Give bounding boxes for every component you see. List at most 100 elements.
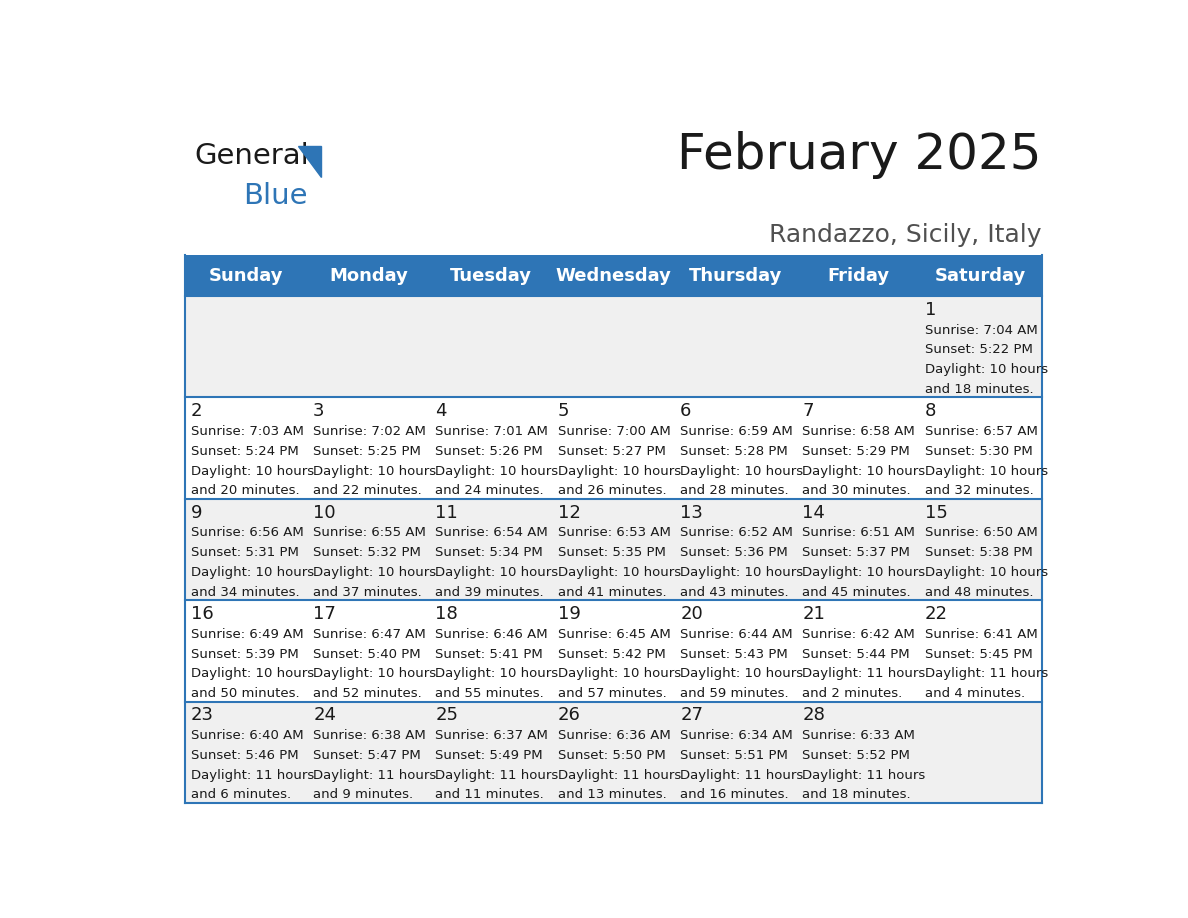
- Text: Daylight: 11 hours: Daylight: 11 hours: [314, 768, 436, 781]
- Text: Daylight: 10 hours: Daylight: 10 hours: [436, 465, 558, 477]
- Text: and 48 minutes.: and 48 minutes.: [924, 586, 1034, 599]
- Text: 19: 19: [558, 605, 581, 623]
- Text: Daylight: 10 hours: Daylight: 10 hours: [191, 565, 314, 579]
- Bar: [185, 255, 1042, 297]
- Text: Daylight: 11 hours: Daylight: 11 hours: [802, 667, 925, 680]
- Text: Sunrise: 7:02 AM: Sunrise: 7:02 AM: [314, 425, 426, 438]
- Text: Randazzo, Sicily, Italy: Randazzo, Sicily, Italy: [769, 223, 1042, 247]
- Text: Sunset: 5:42 PM: Sunset: 5:42 PM: [558, 647, 665, 661]
- Text: 15: 15: [924, 504, 948, 521]
- Text: Sunset: 5:30 PM: Sunset: 5:30 PM: [924, 445, 1032, 458]
- Text: Sunrise: 6:37 AM: Sunrise: 6:37 AM: [436, 729, 549, 742]
- Text: 13: 13: [681, 504, 703, 521]
- Bar: [185, 498, 1042, 600]
- Text: and 45 minutes.: and 45 minutes.: [802, 586, 911, 599]
- Text: and 18 minutes.: and 18 minutes.: [802, 789, 911, 801]
- Text: and 41 minutes.: and 41 minutes.: [558, 586, 666, 599]
- Text: Sunrise: 6:53 AM: Sunrise: 6:53 AM: [558, 526, 671, 540]
- Text: and 13 minutes.: and 13 minutes.: [558, 789, 666, 801]
- Bar: [185, 600, 1042, 701]
- Text: Sunrise: 6:45 AM: Sunrise: 6:45 AM: [558, 628, 670, 641]
- Text: Sunset: 5:46 PM: Sunset: 5:46 PM: [191, 749, 298, 762]
- Text: Daylight: 10 hours: Daylight: 10 hours: [558, 465, 681, 477]
- Text: Daylight: 10 hours: Daylight: 10 hours: [681, 565, 803, 579]
- Text: 11: 11: [436, 504, 459, 521]
- Text: Sunrise: 7:00 AM: Sunrise: 7:00 AM: [558, 425, 670, 438]
- Text: Sunset: 5:52 PM: Sunset: 5:52 PM: [802, 749, 910, 762]
- Text: and 2 minutes.: and 2 minutes.: [802, 687, 903, 700]
- Text: Sunset: 5:29 PM: Sunset: 5:29 PM: [802, 445, 910, 458]
- Text: Sunset: 5:22 PM: Sunset: 5:22 PM: [924, 343, 1032, 356]
- Text: Sunset: 5:47 PM: Sunset: 5:47 PM: [314, 749, 421, 762]
- Text: Sunrise: 6:58 AM: Sunrise: 6:58 AM: [802, 425, 915, 438]
- Text: Sunset: 5:43 PM: Sunset: 5:43 PM: [681, 647, 788, 661]
- Text: General: General: [195, 142, 309, 170]
- Text: Sunrise: 7:01 AM: Sunrise: 7:01 AM: [436, 425, 549, 438]
- Text: Sunrise: 6:54 AM: Sunrise: 6:54 AM: [436, 526, 548, 540]
- Text: and 26 minutes.: and 26 minutes.: [558, 485, 666, 498]
- Text: 14: 14: [802, 504, 826, 521]
- Text: Saturday: Saturday: [935, 266, 1026, 285]
- Polygon shape: [298, 145, 321, 177]
- Text: and 4 minutes.: and 4 minutes.: [924, 687, 1025, 700]
- Text: Daylight: 11 hours: Daylight: 11 hours: [924, 667, 1048, 680]
- Text: and 50 minutes.: and 50 minutes.: [191, 687, 299, 700]
- Text: Monday: Monday: [329, 266, 409, 285]
- Text: Daylight: 10 hours: Daylight: 10 hours: [802, 565, 925, 579]
- Text: 4: 4: [436, 402, 447, 420]
- Text: and 28 minutes.: and 28 minutes.: [681, 485, 789, 498]
- Text: Sunset: 5:44 PM: Sunset: 5:44 PM: [802, 647, 910, 661]
- Text: 1: 1: [924, 301, 936, 319]
- Text: Sunrise: 6:50 AM: Sunrise: 6:50 AM: [924, 526, 1037, 540]
- Text: Wednesday: Wednesday: [556, 266, 671, 285]
- Text: 27: 27: [681, 707, 703, 724]
- Text: and 24 minutes.: and 24 minutes.: [436, 485, 544, 498]
- Text: 16: 16: [191, 605, 214, 623]
- Text: Sunset: 5:26 PM: Sunset: 5:26 PM: [436, 445, 543, 458]
- Text: Sunset: 5:49 PM: Sunset: 5:49 PM: [436, 749, 543, 762]
- Text: Daylight: 10 hours: Daylight: 10 hours: [191, 667, 314, 680]
- Text: 21: 21: [802, 605, 826, 623]
- Text: Blue: Blue: [244, 183, 308, 210]
- Text: Sunset: 5:51 PM: Sunset: 5:51 PM: [681, 749, 788, 762]
- Text: 3: 3: [314, 402, 324, 420]
- Text: Daylight: 11 hours: Daylight: 11 hours: [191, 768, 314, 781]
- Text: Sunday: Sunday: [209, 266, 284, 285]
- Text: Sunrise: 6:55 AM: Sunrise: 6:55 AM: [314, 526, 426, 540]
- Bar: [185, 701, 1042, 803]
- Text: Sunset: 5:31 PM: Sunset: 5:31 PM: [191, 546, 298, 559]
- Text: Sunset: 5:45 PM: Sunset: 5:45 PM: [924, 647, 1032, 661]
- Text: Sunrise: 6:38 AM: Sunrise: 6:38 AM: [314, 729, 426, 742]
- Text: 9: 9: [191, 504, 202, 521]
- Text: Sunset: 5:39 PM: Sunset: 5:39 PM: [191, 647, 298, 661]
- Text: Sunrise: 6:52 AM: Sunrise: 6:52 AM: [681, 526, 794, 540]
- Text: Daylight: 10 hours: Daylight: 10 hours: [558, 565, 681, 579]
- Text: and 22 minutes.: and 22 minutes.: [314, 485, 422, 498]
- Text: 8: 8: [924, 402, 936, 420]
- Text: and 32 minutes.: and 32 minutes.: [924, 485, 1034, 498]
- Text: Sunrise: 6:59 AM: Sunrise: 6:59 AM: [681, 425, 792, 438]
- Text: Daylight: 11 hours: Daylight: 11 hours: [558, 768, 681, 781]
- Text: Sunset: 5:38 PM: Sunset: 5:38 PM: [924, 546, 1032, 559]
- Text: Sunrise: 6:42 AM: Sunrise: 6:42 AM: [802, 628, 915, 641]
- Text: Daylight: 10 hours: Daylight: 10 hours: [191, 465, 314, 477]
- Text: Sunset: 5:25 PM: Sunset: 5:25 PM: [314, 445, 421, 458]
- Text: Sunrise: 6:36 AM: Sunrise: 6:36 AM: [558, 729, 670, 742]
- Text: Daylight: 11 hours: Daylight: 11 hours: [802, 768, 925, 781]
- Text: Daylight: 10 hours: Daylight: 10 hours: [436, 667, 558, 680]
- Text: Sunset: 5:36 PM: Sunset: 5:36 PM: [681, 546, 788, 559]
- Text: 10: 10: [314, 504, 336, 521]
- Text: and 37 minutes.: and 37 minutes.: [314, 586, 422, 599]
- Text: Daylight: 10 hours: Daylight: 10 hours: [314, 465, 436, 477]
- Text: Daylight: 11 hours: Daylight: 11 hours: [436, 768, 558, 781]
- Text: 17: 17: [314, 605, 336, 623]
- Text: Sunset: 5:35 PM: Sunset: 5:35 PM: [558, 546, 665, 559]
- Text: Sunrise: 6:49 AM: Sunrise: 6:49 AM: [191, 628, 303, 641]
- Text: Daylight: 10 hours: Daylight: 10 hours: [314, 565, 436, 579]
- Text: Daylight: 10 hours: Daylight: 10 hours: [924, 364, 1048, 376]
- Bar: [185, 397, 1042, 498]
- Text: Sunset: 5:28 PM: Sunset: 5:28 PM: [681, 445, 788, 458]
- Text: February 2025: February 2025: [677, 131, 1042, 179]
- Text: Daylight: 11 hours: Daylight: 11 hours: [681, 768, 803, 781]
- Bar: [185, 297, 1042, 397]
